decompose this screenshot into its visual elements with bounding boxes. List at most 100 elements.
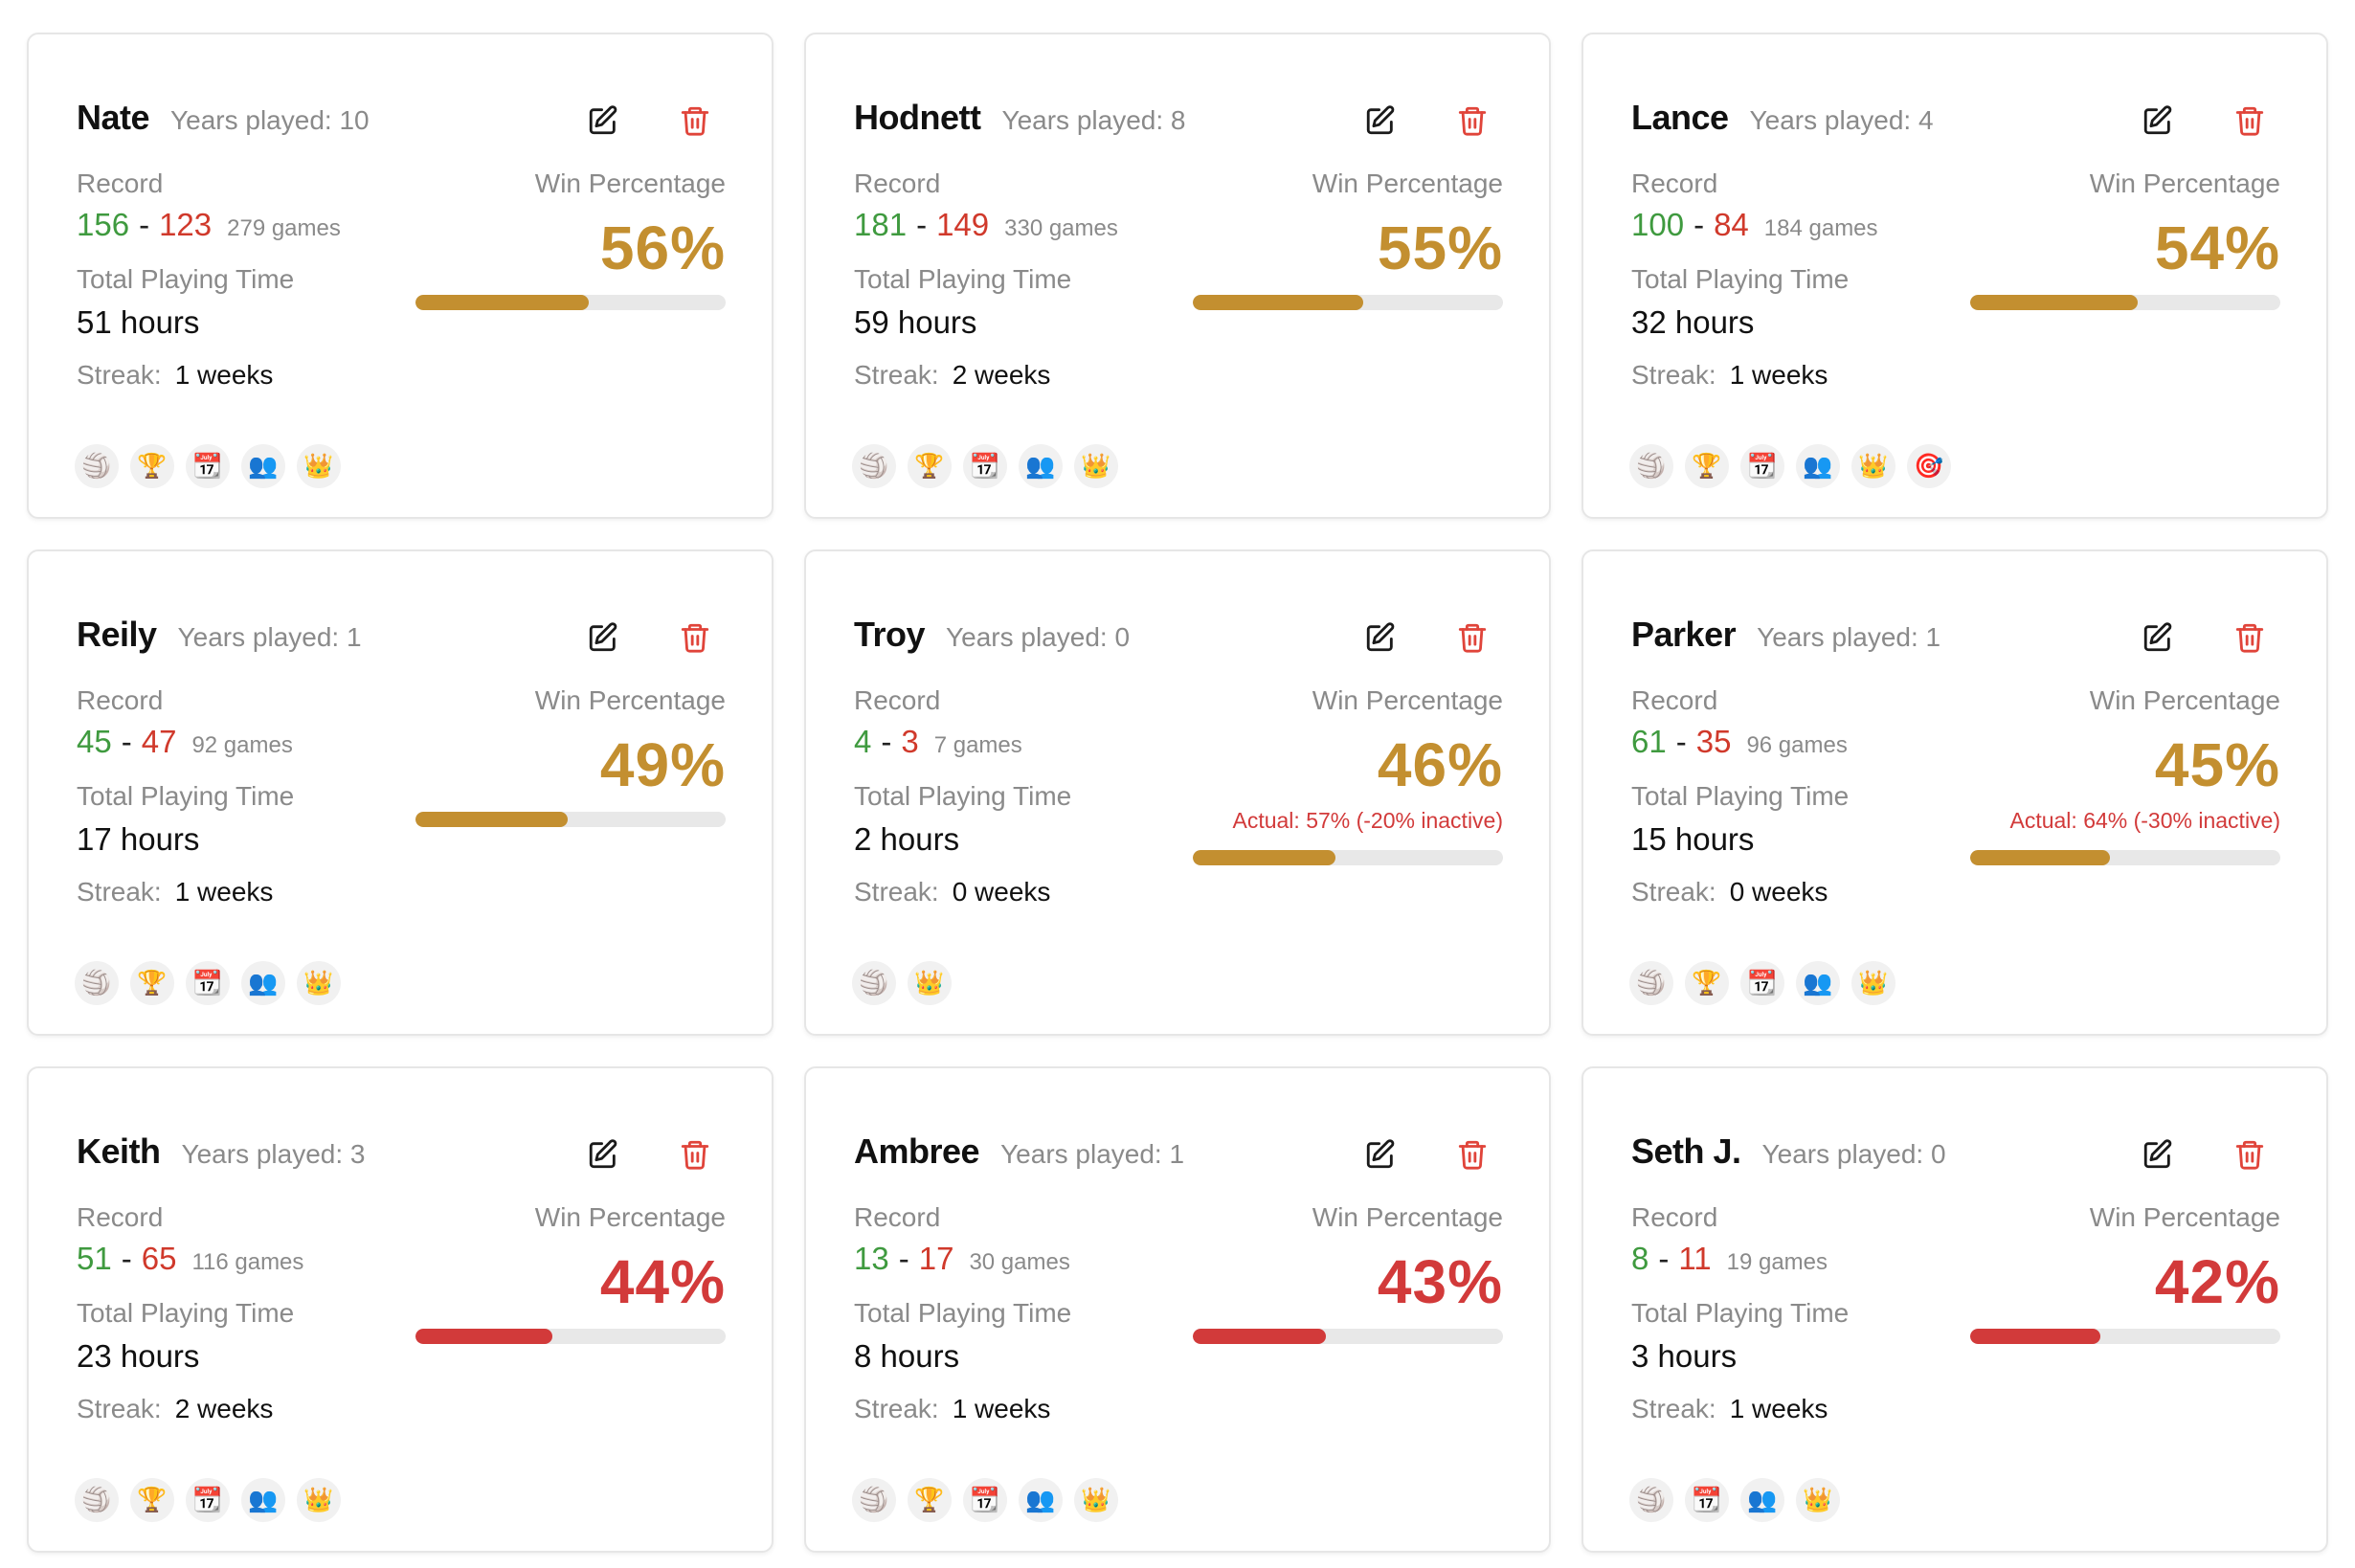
people-badge-icon[interactable]: 👥 [1796, 961, 1840, 1005]
volleyball-badge-icon[interactable]: 🏐 [75, 1478, 119, 1522]
delete-button[interactable] [1447, 96, 1497, 146]
wins: 13 [854, 1241, 889, 1276]
calendar-badge-icon[interactable]: 📆 [1740, 961, 1784, 1005]
edit-button[interactable] [578, 96, 628, 146]
win-percentage-label: Win Percentage [534, 1202, 726, 1232]
trophy-badge-icon[interactable]: 🏆 [1685, 961, 1729, 1005]
people-badge-icon[interactable]: 👥 [241, 961, 285, 1005]
record-label: Record [854, 685, 941, 715]
volleyball-badge-icon[interactable]: 🏐 [1629, 961, 1673, 1005]
streak: Streak: 2 weeks [77, 1394, 273, 1424]
win-percentage-value: 46% [1377, 730, 1503, 799]
edit-button[interactable] [2133, 613, 2183, 662]
trophy-badge-icon[interactable]: 🏆 [908, 1478, 952, 1522]
player-name: Nate Years played: 10 [77, 98, 370, 138]
crown-badge-icon[interactable]: 👑 [297, 1478, 341, 1522]
calendar-badge-icon[interactable]: 📆 [186, 1478, 230, 1522]
calendar-badge-icon[interactable]: 📆 [1740, 444, 1784, 488]
crown-badge-icon[interactable]: 👑 [1074, 1478, 1118, 1522]
delete-button[interactable] [670, 613, 720, 662]
playing-time-label: Total Playing Time [1631, 1298, 1850, 1328]
people-badge-icon[interactable]: 👥 [1740, 1478, 1784, 1522]
delete-button[interactable] [1447, 613, 1497, 662]
volleyball-badge-icon[interactable]: 🏐 [1629, 1478, 1673, 1522]
calendar-badge-icon[interactable]: 📆 [963, 1478, 1007, 1522]
delete-button[interactable] [2225, 613, 2275, 662]
delete-button[interactable] [670, 1130, 720, 1179]
crown-badge-icon[interactable]: 👑 [1851, 961, 1895, 1005]
years-played: Years played: 1 [1000, 1139, 1185, 1169]
edit-icon [589, 105, 617, 135]
trophy-badge-icon[interactable]: 🏆 [1685, 444, 1729, 488]
trash-icon [1458, 623, 1487, 653]
player-card-troy: Troy Years played: 0 Record 4-3 7 games To… [804, 549, 1551, 1036]
edit-button[interactable] [1356, 96, 1405, 146]
edit-button[interactable] [2133, 96, 2183, 146]
win-percentage-bar-fill [415, 1329, 552, 1344]
delete-button[interactable] [670, 96, 720, 146]
win-percentage-bar-fill [1193, 850, 1336, 865]
losses: 11 [1678, 1241, 1712, 1276]
volleyball-badge-icon[interactable]: 🏐 [1629, 444, 1673, 488]
edit-button[interactable] [1356, 1130, 1405, 1179]
player-name-text: Lance [1631, 98, 1729, 137]
player-card-nate: Nate Years played: 10 Record 156-123 279 g… [27, 33, 774, 519]
delete-button[interactable] [2225, 1130, 2275, 1179]
people-badge-icon[interactable]: 👥 [241, 1478, 285, 1522]
win-percentage-value: 44% [599, 1247, 726, 1316]
people-badge-icon[interactable]: 👥 [241, 444, 285, 488]
calendar-badge-icon[interactable]: 📆 [963, 444, 1007, 488]
crown-badge-icon[interactable]: 👑 [297, 444, 341, 488]
years-played: Years played: 8 [1001, 105, 1186, 135]
crown-badge-icon[interactable]: 👑 [908, 961, 952, 1005]
trash-icon [1458, 106, 1487, 136]
trophy-badge-icon[interactable]: 🏆 [130, 1478, 174, 1522]
calendar-badge-icon[interactable]: 📆 [1685, 1478, 1729, 1522]
crown-badge-icon[interactable]: 👑 [1074, 444, 1118, 488]
streak-label: Streak: [77, 360, 162, 390]
player-name-text: Ambree [854, 1131, 980, 1171]
people-badge-icon[interactable]: 👥 [1019, 1478, 1063, 1522]
record-label: Record [77, 1202, 164, 1232]
edit-icon [2143, 1139, 2172, 1169]
years-played: Years played: 1 [177, 622, 362, 652]
volleyball-badge-icon[interactable]: 🏐 [75, 961, 119, 1005]
people-badge-icon[interactable]: 👥 [1796, 444, 1840, 488]
wins: 45 [77, 724, 112, 759]
edit-button[interactable] [2133, 1130, 2183, 1179]
wins: 4 [854, 724, 872, 759]
edit-icon [2143, 105, 2172, 135]
volleyball-badge-icon[interactable]: 🏐 [852, 961, 896, 1005]
record-value: 61-35 96 games [1631, 724, 1848, 760]
playing-time-label: Total Playing Time [77, 1298, 295, 1328]
people-badge-icon[interactable]: 👥 [1019, 444, 1063, 488]
edit-button[interactable] [1356, 613, 1405, 662]
delete-button[interactable] [1447, 1130, 1497, 1179]
player-name-text: Troy [854, 615, 926, 654]
win-percentage-bar [415, 1329, 726, 1344]
trophy-badge-icon[interactable]: 🏆 [908, 444, 952, 488]
calendar-badge-icon[interactable]: 📆 [186, 961, 230, 1005]
games-count: 19 games [1726, 1249, 1828, 1275]
badge-row: 🏐 📆 👥 👑 [1629, 1478, 1840, 1522]
trophy-badge-icon[interactable]: 🏆 [130, 961, 174, 1005]
crown-badge-icon[interactable]: 👑 [297, 961, 341, 1005]
target-badge-icon[interactable]: 🎯 [1907, 444, 1951, 488]
win-percentage-bar-fill [1193, 1329, 1327, 1344]
record-separator: - [121, 724, 132, 759]
record-separator: - [1675, 724, 1687, 759]
volleyball-badge-icon[interactable]: 🏐 [75, 444, 119, 488]
player-card-seth-j: Seth J. Years played: 0 Record 8-11 19 gam… [1581, 1066, 2328, 1553]
volleyball-badge-icon[interactable]: 🏐 [852, 444, 896, 488]
volleyball-badge-icon[interactable]: 🏐 [852, 1478, 896, 1522]
win-percentage-bar [1970, 295, 2280, 310]
edit-button[interactable] [578, 613, 628, 662]
playing-time-label: Total Playing Time [1631, 781, 1850, 811]
trophy-badge-icon[interactable]: 🏆 [130, 444, 174, 488]
edit-button[interactable] [578, 1130, 628, 1179]
delete-button[interactable] [2225, 96, 2275, 146]
win-percentage-bar-fill [415, 812, 568, 827]
crown-badge-icon[interactable]: 👑 [1851, 444, 1895, 488]
calendar-badge-icon[interactable]: 📆 [186, 444, 230, 488]
crown-badge-icon[interactable]: 👑 [1796, 1478, 1840, 1522]
